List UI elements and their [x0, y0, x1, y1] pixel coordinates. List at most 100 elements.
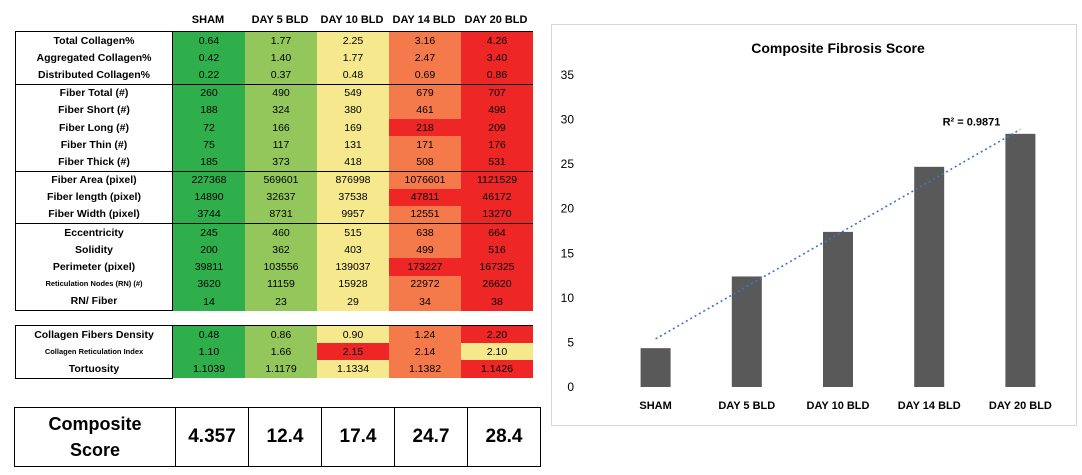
row-label: Tortuosity [15, 360, 173, 379]
table-row: Solidity 200 362 403 499 516 [15, 241, 533, 259]
column-header: SHAM [191, 14, 225, 26]
composite-value: 17.4 [321, 407, 395, 467]
x-tick-label: SHAM [639, 400, 671, 412]
table-cell: 0.22 [172, 66, 245, 85]
row-label: Fiber length (pixel) [15, 188, 173, 206]
table-cell: 32637 [245, 188, 317, 206]
table-cell: 39811 [172, 258, 245, 276]
row-label: Fiber Area (pixel) [15, 170, 173, 189]
column-header: DAY 14 BLD [392, 14, 456, 26]
table-cell: 166 [245, 118, 317, 137]
y-tick-label: 5 [567, 335, 574, 349]
table-row: Tortuosity 1.1039 1.1179 1.1334 1.1382 1.1426 [15, 360, 533, 379]
table-cell: 549 [317, 83, 389, 102]
table-cell: 1.66 [245, 343, 317, 361]
table-cell: 2.15 [317, 343, 389, 361]
table-row: Fiber Width (pixel) 3744 8731 9957 12551 1327… [15, 205, 533, 225]
table-cell: 1.1382 [389, 360, 461, 379]
table-cell: 15928 [317, 275, 389, 293]
table-cell: 3620 [172, 275, 245, 293]
table-cell: 9957 [317, 205, 389, 224]
table-row: Distributed Collagen% 0.22 0.37 0.48 0.69 0.8… [15, 66, 533, 85]
r-squared-label: R² = 0.9871 [943, 116, 1001, 128]
bar [731, 276, 762, 387]
table-row: Collagen Reticulation Index 1.10 1.66 2.15 2… [15, 343, 533, 361]
table-row: Perimeter (pixel) 39811 103556 139037 173227… [15, 258, 533, 276]
table-cell: 1.1334 [317, 360, 389, 379]
trendline [655, 128, 1021, 340]
table-cell: 227368 [172, 170, 245, 189]
table-cell: 638 [389, 223, 461, 242]
table-cell: 218 [389, 118, 461, 137]
table-cell: 14 [172, 292, 245, 311]
composite-fibrosis-chart: Composite Fibrosis Score 0 5 10 15 20 25 30 35 SH… [561, 40, 1052, 412]
row-label: Solidity [15, 241, 173, 259]
table-cell: 490 [245, 83, 317, 102]
table-cell: 0.42 [172, 49, 245, 67]
table-cell: 1.1179 [245, 360, 317, 379]
table-cell: 188 [172, 101, 245, 119]
row-label: Fiber Thick (#) [15, 153, 173, 172]
table-cell: 1.24 [389, 325, 461, 344]
column-header: DAY 10 BLD [320, 14, 384, 26]
y-tick-label: 30 [561, 113, 575, 127]
table-cell: 173227 [389, 258, 461, 276]
table-cell: 460 [245, 223, 317, 242]
table-cell: 1.1426 [461, 360, 533, 379]
y-tick-label: 10 [561, 291, 575, 305]
composite-value: 24.7 [394, 407, 468, 467]
table-cell: 0.48 [317, 66, 389, 85]
table-cell: 22972 [389, 275, 461, 293]
table-row: Reticulation Nodes (RN) (#) 3620 11159 1592… [15, 275, 533, 293]
table-cell: 260 [172, 83, 245, 102]
table-cell: 176 [461, 136, 533, 154]
composite-score-table: Composite Score 4.357 12.4 17.4 24.7 28.… [14, 407, 541, 467]
table-row: Fiber Thick (#) 185 373 418 508 531 [15, 153, 533, 172]
row-label: Fiber Total (#) [15, 83, 173, 102]
table-cell: 664 [461, 223, 533, 242]
table-cell: 2.47 [389, 49, 461, 67]
table-cell: 1.77 [317, 49, 389, 67]
table-cell: 38 [461, 292, 533, 311]
table-cell: 3744 [172, 205, 245, 224]
row-label: Total Collagen% [15, 31, 173, 50]
table-row: Fiber Total (#) 260 490 549 679 707 [15, 83, 533, 102]
x-tick-label: DAY 20 BLD [989, 400, 1052, 412]
row-label: Eccentricity [15, 223, 173, 242]
table-cell: 209 [461, 118, 533, 137]
column-header: DAY 5 BLD [251, 14, 309, 26]
row-label: Collagen Reticulation Index [15, 343, 173, 361]
table-cell: 324 [245, 101, 317, 119]
table-cell: 0.64 [172, 31, 245, 50]
table-cell: 569601 [245, 170, 317, 189]
chart-title: Composite Fibrosis Score [751, 40, 925, 56]
table-cell: 12551 [389, 205, 461, 224]
table-cell: 0.90 [317, 325, 389, 344]
table-row: Aggregated Collagen% 0.42 1.40 1.77 2.47 3.40 [15, 49, 533, 67]
table-cell: 4.26 [461, 31, 533, 50]
metrics-table: Total Collagen% 0.64 1.77 2.25 3.16 4.26 Aggre… [15, 31, 533, 311]
row-label: Fiber Width (pixel) [15, 205, 173, 225]
table-cell: 37538 [317, 188, 389, 206]
table-cell: 103556 [245, 258, 317, 276]
table-cell: 117 [245, 136, 317, 154]
row-label: Perimeter (pixel) [15, 258, 173, 276]
table-cell: 14890 [172, 188, 245, 206]
composite-value: 28.4 [467, 407, 541, 467]
table-cell: 0.69 [389, 66, 461, 85]
y-tick-label: 35 [561, 68, 575, 82]
composite-score-label: Composite Score [14, 407, 176, 467]
row-label: Collagen Fibers Density [15, 325, 173, 344]
index-table: Collagen Fibers Density 0.48 0.86 0.90 1.24 2… [15, 325, 533, 379]
table-cell: 418 [317, 153, 389, 171]
chart-frame: Composite Fibrosis Score 0 5 10 15 20 25 30 35 SH… [551, 24, 1077, 426]
table-cell: 2.10 [461, 343, 533, 361]
table-cell: 1.77 [245, 31, 317, 50]
table-cell: 245 [172, 223, 245, 242]
table-cell: 11159 [245, 275, 317, 293]
row-label: Reticulation Nodes (RN) (#) [15, 275, 173, 293]
table-cell: 516 [461, 241, 533, 259]
bar [640, 348, 671, 387]
row-label: Aggregated Collagen% [15, 49, 173, 67]
table-cell: 0.86 [461, 66, 533, 85]
